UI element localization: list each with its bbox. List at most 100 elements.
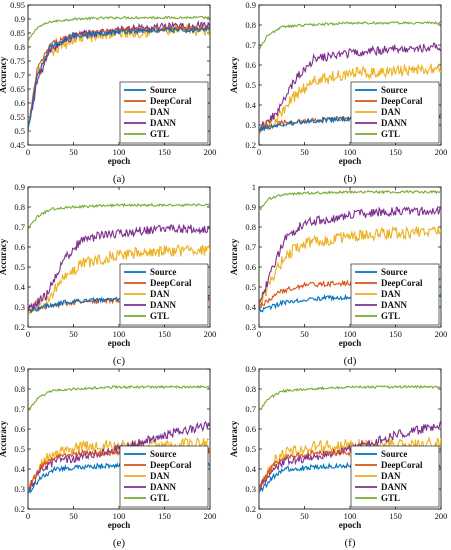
x-tick-label: 150 (158, 511, 171, 521)
y-tick-label: 0.2 (245, 140, 256, 150)
x-tick-label: 50 (300, 329, 309, 339)
legend-label-deepcoral: DeepCoral (381, 460, 423, 470)
y-tick-label: 0.4 (245, 464, 256, 474)
y-tick-label: 0.3 (245, 120, 256, 130)
legend-label-source: Source (150, 267, 176, 277)
y-tick-label: 0.3 (14, 302, 25, 312)
y-tick-label: 0.7 (245, 404, 256, 414)
panel-caption: (d) (344, 355, 357, 367)
series-line-dan (259, 225, 441, 308)
x-tick-label: 200 (435, 329, 448, 339)
panel-caption: (a) (113, 173, 126, 185)
series-line-gtl (28, 202, 210, 230)
legend-label-dan: DAN (150, 471, 170, 481)
x-tick-label: 200 (204, 147, 217, 157)
legend-label-source: Source (150, 85, 176, 95)
x-tick-label: 50 (69, 511, 78, 521)
panel-caption: (e) (113, 537, 126, 549)
y-axis-label: Accuracy (229, 238, 239, 275)
y-tick-label: 0.75 (10, 56, 25, 66)
y-tick-label: 0.6 (245, 262, 256, 272)
x-tick-label: 200 (204, 511, 217, 521)
x-tick-label: 200 (435, 511, 448, 521)
y-tick-label: 0.5 (245, 444, 256, 454)
y-axis-label: Accuracy (0, 56, 8, 93)
series-line-dan (259, 436, 441, 490)
y-tick-label: 0.5 (245, 80, 256, 90)
y-tick-label: 0.5 (245, 282, 256, 292)
y-tick-label: 0.5 (14, 126, 25, 136)
x-tick-label: 50 (300, 147, 309, 157)
x-tick-label: 100 (344, 147, 357, 157)
y-axis-label: Accuracy (229, 420, 239, 457)
x-tick-label: 150 (389, 329, 402, 339)
series-line-dan (28, 243, 210, 316)
x-axis-label: epoch (108, 156, 131, 166)
y-axis-label: Accuracy (229, 56, 239, 93)
x-tick-label: 50 (300, 511, 309, 521)
legend-label-dann: DANN (381, 300, 407, 310)
y-tick-label: 0.8 (245, 384, 256, 394)
series-line-dann (28, 223, 210, 312)
series-line-dan (259, 62, 441, 134)
legend-label-dann: DANN (381, 118, 407, 128)
y-tick-label: 0.6 (14, 424, 25, 434)
x-axis-label: epoch (108, 520, 131, 530)
legend-label-deepcoral: DeepCoral (150, 460, 192, 470)
x-tick-label: 0 (26, 511, 30, 521)
legend-label-deepcoral: DeepCoral (150, 278, 192, 288)
legend-label-dan: DAN (150, 107, 170, 117)
y-tick-label: 0.3 (245, 484, 256, 494)
y-tick-label: 0.7 (245, 242, 256, 252)
series-line-dann (259, 205, 441, 308)
x-tick-label: 150 (389, 147, 402, 157)
y-axis-label: Accuracy (0, 238, 8, 275)
y-tick-label: 0.2 (14, 322, 25, 332)
series-line-gtl (28, 384, 210, 412)
legend-label-dann: DANN (150, 482, 176, 492)
x-tick-label: 150 (158, 329, 171, 339)
x-tick-label: 50 (69, 147, 78, 157)
y-tick-label: 0.8 (14, 202, 25, 212)
x-tick-label: 0 (257, 147, 261, 157)
y-tick-label: 0.8 (14, 384, 25, 394)
y-tick-label: 0.9 (14, 182, 25, 192)
y-tick-label: 0.8 (245, 222, 256, 232)
y-tick-label: 0.3 (245, 322, 256, 332)
legend-label-source: Source (381, 85, 407, 95)
y-tick-label: 0.7 (14, 70, 25, 80)
y-tick-label: 0.55 (10, 112, 25, 122)
y-tick-label: 0.4 (245, 100, 256, 110)
x-tick-label: 0 (257, 511, 261, 521)
legend-label-gtl: GTL (150, 129, 169, 139)
legend-label-deepcoral: DeepCoral (150, 96, 192, 106)
series-line-gtl (259, 189, 441, 212)
y-tick-label: 0.9 (14, 14, 25, 24)
y-tick-label: 0.95 (10, 0, 25, 10)
series-line-dann (259, 420, 441, 491)
y-tick-label: 0.2 (245, 504, 256, 514)
legend-label-deepcoral: DeepCoral (381, 96, 423, 106)
y-tick-label: 0.8 (245, 20, 256, 30)
y-tick-label: 0.4 (14, 282, 25, 292)
y-tick-label: 0.9 (14, 364, 25, 374)
y-tick-label: 0.6 (245, 424, 256, 434)
legend-label-gtl: GTL (150, 311, 169, 321)
y-tick-label: 0.3 (14, 484, 25, 494)
y-tick-label: 0.6 (14, 242, 25, 252)
legend-label-source: Source (381, 267, 407, 277)
panel-caption: (c) (113, 355, 126, 367)
series-line-gtl (28, 15, 210, 42)
y-tick-label: 0.7 (14, 222, 25, 232)
x-tick-label: 150 (158, 147, 171, 157)
x-tick-label: 100 (113, 329, 126, 339)
legend-label-deepcoral: DeepCoral (381, 278, 423, 288)
x-tick-label: 0 (257, 329, 261, 339)
x-tick-label: 100 (113, 147, 126, 157)
y-tick-label: 0.4 (245, 302, 256, 312)
y-tick-label: 0.8 (14, 42, 25, 52)
